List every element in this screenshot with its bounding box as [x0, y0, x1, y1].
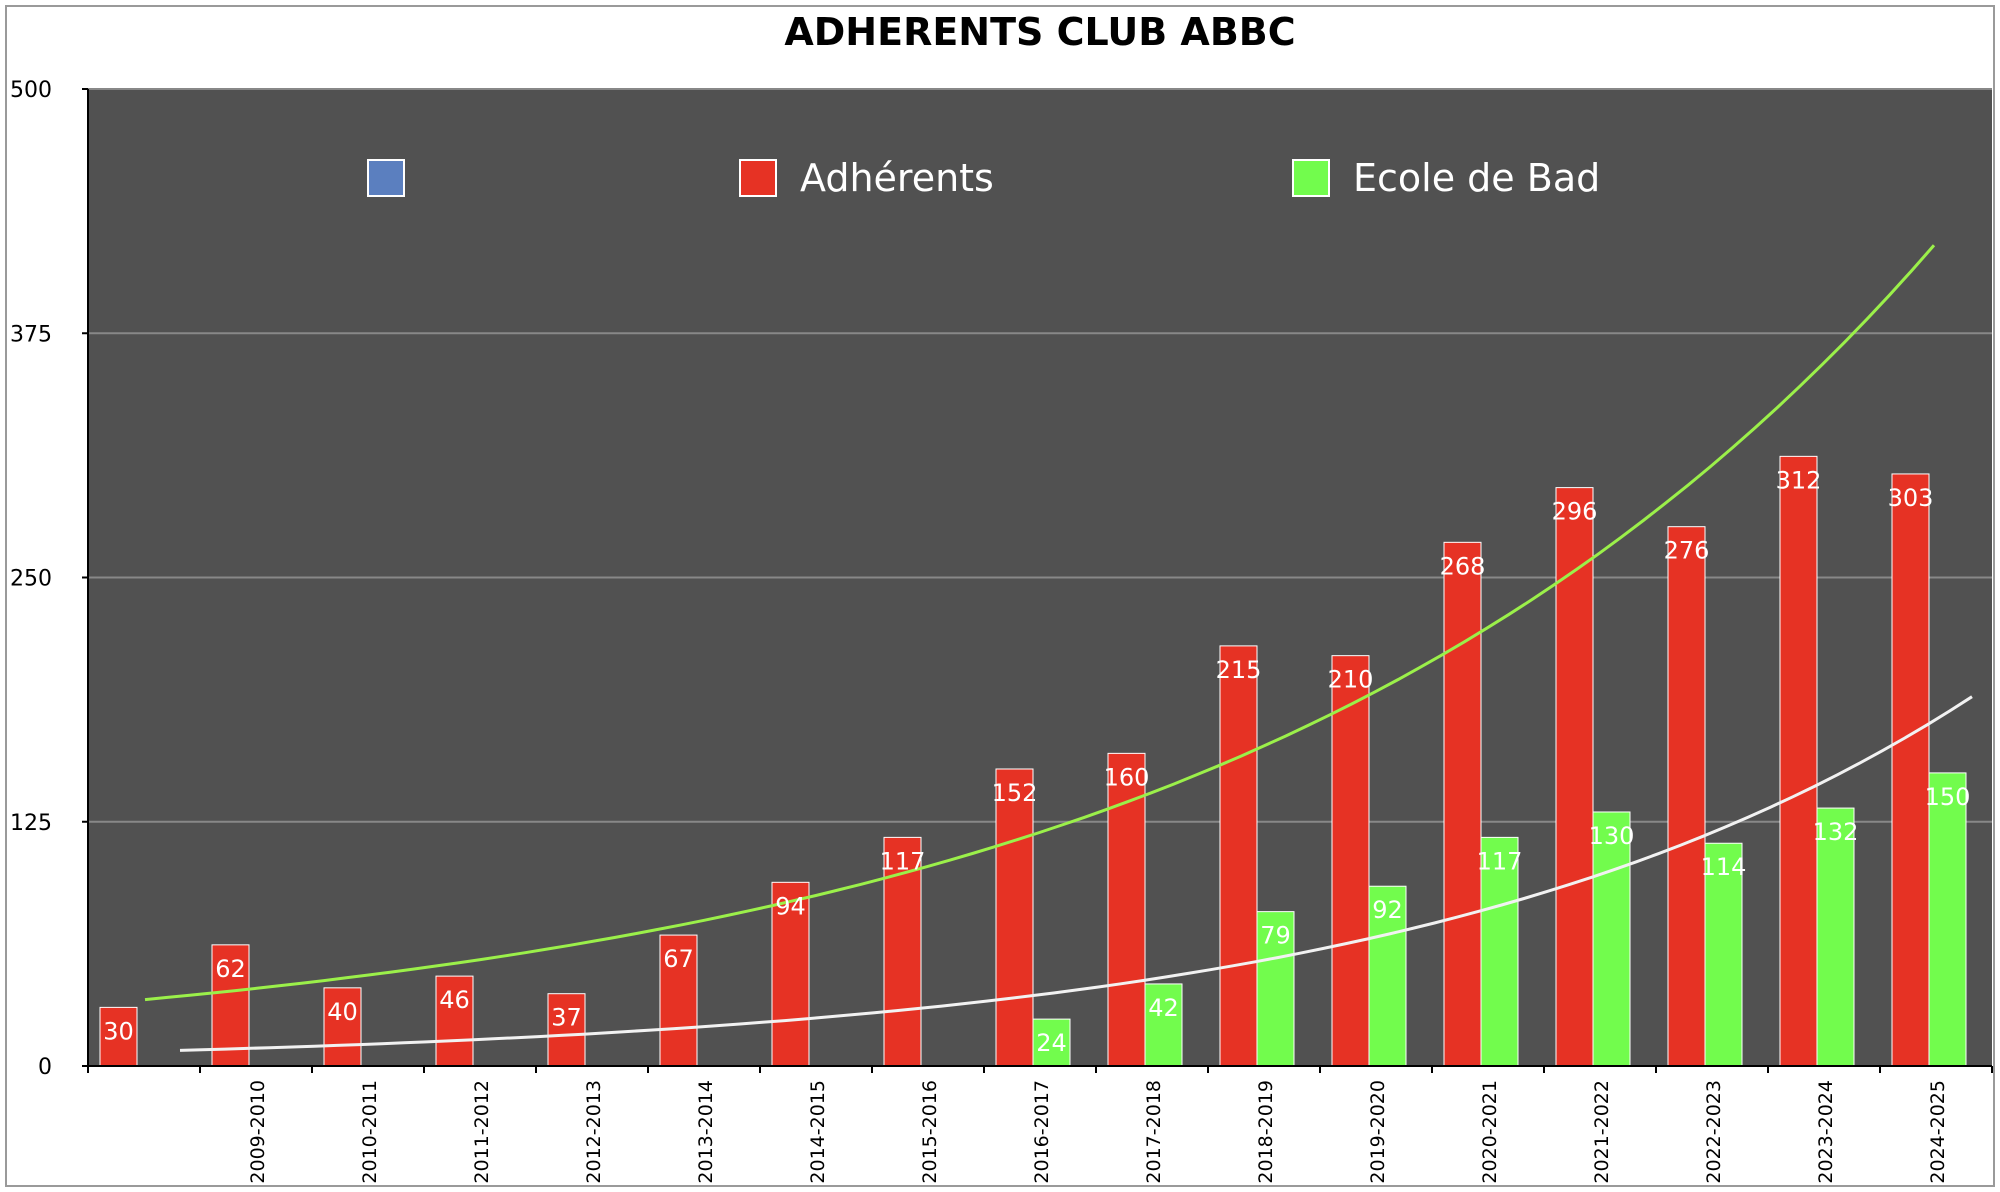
data-label: 67 [663, 945, 694, 973]
data-label: 42 [1148, 994, 1179, 1022]
data-label: 215 [1216, 656, 1262, 684]
data-label: 276 [1664, 537, 1710, 565]
x-tick-label: 2018-2019 [1255, 1080, 1277, 1184]
bar-ecole-16 [1928, 772, 1967, 1067]
bar-adherents-10 [1219, 645, 1258, 1067]
data-label: 114 [1701, 853, 1747, 881]
x-tick-label: 2011-2012 [471, 1080, 493, 1184]
x-tick-label: 2024-2025 [1927, 1080, 1949, 1184]
legend-swatch [739, 159, 777, 197]
trendline-1 [179, 695, 1973, 1052]
data-label: 117 [880, 847, 926, 875]
bar-adherents-3 [435, 975, 474, 1067]
data-label: 210 [1328, 666, 1374, 694]
data-label: 152 [992, 779, 1038, 807]
data-label: 132 [1813, 818, 1859, 846]
data-label: 117 [1477, 847, 1523, 875]
bar-ecole-13 [1592, 811, 1631, 1067]
data-label: 40 [327, 998, 358, 1026]
data-label: 268 [1440, 552, 1486, 580]
x-tick-label: 2013-2014 [695, 1080, 717, 1184]
data-label: 303 [1888, 484, 1934, 512]
x-tick-label: 2012-2013 [583, 1080, 605, 1184]
bar-adherents-4 [547, 993, 586, 1067]
y-tick-label: 375 [10, 322, 52, 347]
bar-adherents-16 [1891, 473, 1930, 1067]
data-label: 130 [1589, 822, 1635, 850]
bar-adherents-13 [1555, 487, 1594, 1067]
bar-adherents-8 [995, 768, 1034, 1067]
y-tick-label: 250 [10, 567, 52, 592]
bars [99, 455, 1967, 1067]
data-label: 37 [551, 1004, 582, 1032]
data-label: 160 [1104, 763, 1150, 791]
bar-ecole-8 [1032, 1018, 1071, 1067]
bar-adherents-11 [1331, 655, 1370, 1067]
trendline-0 [144, 244, 1936, 1002]
data-label: 46 [439, 986, 470, 1014]
legend: Adhérents Ecole de Bad [367, 156, 1600, 200]
x-tick-label: 2014-2015 [807, 1080, 829, 1184]
x-tick-label: 2020-2021 [1479, 1080, 1501, 1184]
bar-adherents-15 [1779, 455, 1818, 1067]
y-tick-label: 125 [10, 811, 52, 836]
legend-swatch [367, 159, 405, 197]
x-tick-label: 2010-2011 [359, 1080, 381, 1184]
data-label: 24 [1036, 1029, 1067, 1057]
legend-swatch [1292, 159, 1330, 197]
x-tick-label: 2021-2022 [1591, 1080, 1613, 1184]
x-tick-label: 2022-2023 [1703, 1080, 1725, 1184]
bar-ecole-10 [1256, 911, 1295, 1067]
bar-adherents-12 [1443, 541, 1482, 1067]
y-tick-label: 500 [10, 78, 52, 103]
x-tick-label: 2019-2020 [1367, 1080, 1389, 1184]
x-tick-label: 2016-2017 [1031, 1080, 1053, 1184]
data-label: 62 [215, 955, 246, 983]
legend-label: Adhérents [800, 156, 994, 200]
data-label: 92 [1372, 896, 1403, 924]
trendlines [144, 244, 1973, 1052]
data-label: 30 [103, 1017, 134, 1045]
bar-ecole-15 [1816, 807, 1855, 1067]
data-label: 94 [775, 892, 806, 920]
bar-adherents-9 [1107, 752, 1146, 1067]
chart-title: ADHERENTS CLUB ABBC [784, 10, 1295, 54]
bar-ecole-12 [1480, 836, 1519, 1067]
data-label: 312 [1776, 466, 1822, 494]
bar-adherents-5 [659, 934, 698, 1067]
x-tick-label: 2015-2016 [919, 1080, 941, 1184]
x-tick-label: 2009-2010 [247, 1080, 269, 1184]
bar-adherents-6 [771, 881, 810, 1067]
bar-adherents-2 [323, 987, 362, 1067]
x-tick-label: 2023-2024 [1815, 1080, 1837, 1184]
data-label: 150 [1925, 783, 1971, 811]
axes: 0 125 250 375 500 2009-2010 2010-2011 2011-2012… [10, 78, 1993, 1184]
data-label: 296 [1552, 498, 1598, 526]
y-tick-label: 0 [38, 1055, 52, 1080]
data-label: 79 [1260, 922, 1291, 950]
x-tick-label: 2017-2018 [1143, 1080, 1165, 1184]
legend-label: Ecole de Bad [1353, 156, 1600, 200]
bar-adherents-1 [211, 944, 250, 1067]
bar-adherents-14 [1667, 526, 1706, 1067]
bar-adherents-0 [99, 1006, 138, 1067]
data-labels: 30 62 40 46 37 67 94 117 152 160 215 210 268 296 276 31… [103, 466, 1970, 1057]
